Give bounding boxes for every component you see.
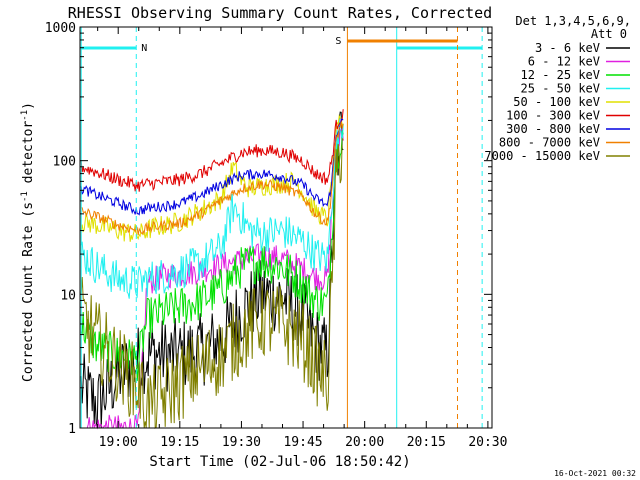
x-axis-label: Start Time (02-Jul-06 18:50:42)	[149, 454, 410, 470]
y-tick-label: 1	[68, 422, 76, 437]
y-tick-label: 10	[60, 288, 76, 303]
legend-label-2: 12 - 25 keV	[521, 68, 600, 82]
legend-label-5: 100 - 300 keV	[506, 109, 600, 123]
legend-header-line2: Att 0	[591, 27, 627, 41]
legend-label-1: 6 - 12 keV	[528, 55, 600, 69]
chart-title: RHESSI Observing Summary Count Rates, Co…	[68, 4, 492, 22]
y-axis-label: Corrected Count Rate (s-1 detector-1)	[20, 102, 36, 382]
legend-label-7: 800 - 7000 keV	[499, 136, 600, 150]
series-line-2	[80, 129, 344, 382]
series-line-7	[81, 121, 344, 235]
legend-header-line1: Det 1,3,4,5,6,9,	[515, 14, 631, 28]
series-line-3	[80, 117, 344, 299]
legend-label-6: 300 - 800 keV	[506, 122, 600, 136]
night-label: N	[141, 43, 147, 54]
legend-label-3: 25 - 50 keV	[521, 82, 600, 96]
plot-frame	[79, 26, 493, 429]
x-tick-label: 20:00	[345, 435, 384, 450]
legend-label-0: 3 - 6 keV	[535, 41, 600, 55]
x-tick-label: 19:00	[99, 435, 138, 450]
y-tick-label: 1000	[45, 21, 76, 36]
legend-label-8: 7000 - 15000 keV	[484, 149, 600, 163]
x-tick-label: 20:15	[407, 435, 446, 450]
saa-label: S	[335, 36, 341, 47]
legend-label-4: 50 - 100 keV	[513, 95, 600, 109]
series-line-1	[81, 127, 344, 430]
series-line-8	[80, 137, 344, 430]
x-tick-label: 19:45	[283, 435, 322, 450]
y-tick-label: 100	[53, 155, 76, 170]
series-line-5	[80, 109, 344, 192]
series-line-4	[80, 114, 344, 242]
annotation-layer: NS	[80, 27, 483, 428]
x-tick-label: 19:30	[222, 435, 261, 450]
x-tick-label: 20:30	[468, 435, 507, 450]
series-line-6	[80, 117, 344, 216]
generation-timestamp: 16-Oct-2021 00:32	[554, 469, 636, 478]
series-layer	[80, 109, 344, 430]
axis-layer: 19:00 19:15 19:30 19:45 20:00 20:15 20:30 1 10 10…	[45, 21, 508, 450]
x-tick-label: 19:15	[160, 435, 199, 450]
